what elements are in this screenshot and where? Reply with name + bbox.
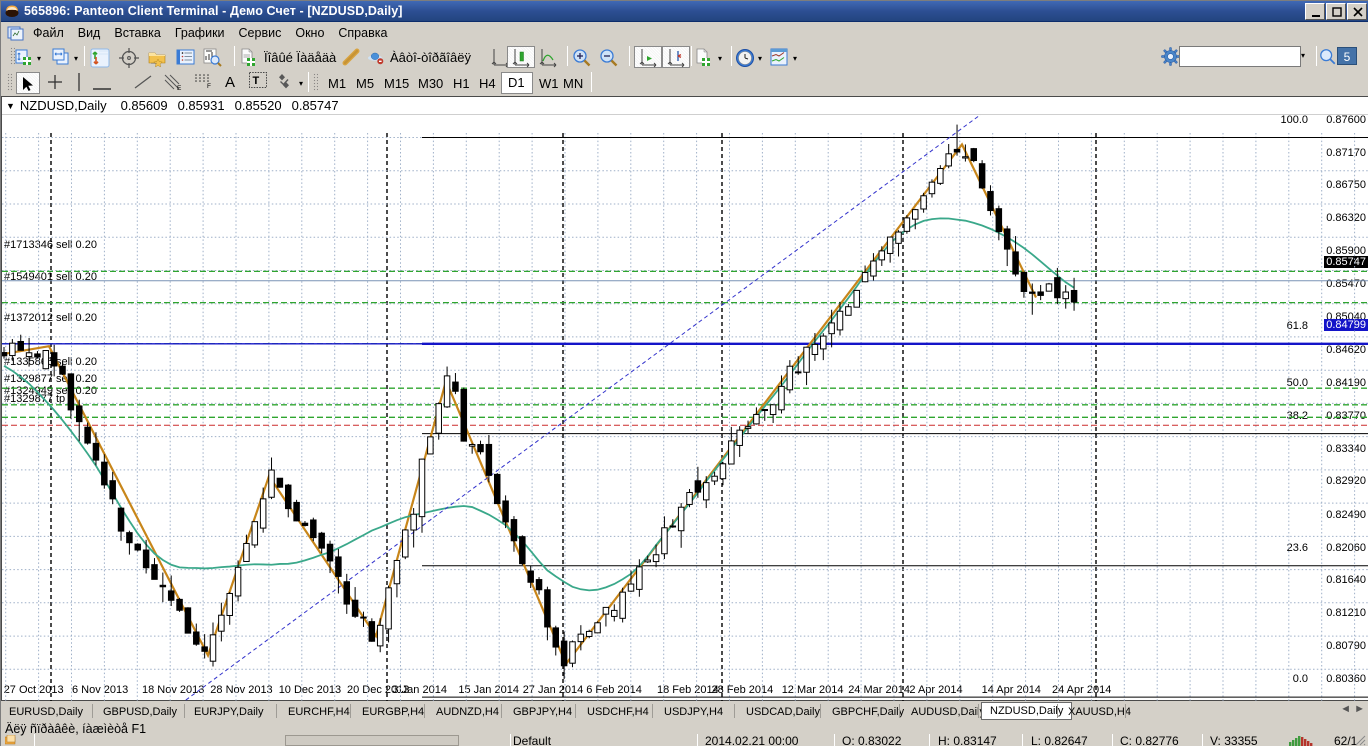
svg-text:F: F	[207, 83, 211, 88]
svg-text:T: T	[253, 75, 260, 87]
svg-text:E: E	[177, 85, 182, 91]
